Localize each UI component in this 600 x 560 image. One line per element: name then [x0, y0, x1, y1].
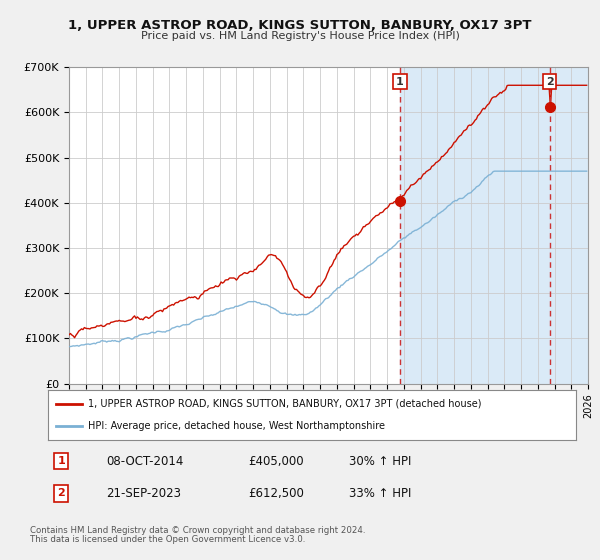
Text: 21-SEP-2023: 21-SEP-2023 — [106, 487, 181, 500]
Text: 1: 1 — [396, 77, 404, 87]
Text: Price paid vs. HM Land Registry's House Price Index (HPI): Price paid vs. HM Land Registry's House … — [140, 31, 460, 41]
Text: 1, UPPER ASTROP ROAD, KINGS SUTTON, BANBURY, OX17 3PT: 1, UPPER ASTROP ROAD, KINGS SUTTON, BANB… — [68, 18, 532, 32]
Bar — [550, 67, 588, 384]
Text: Contains HM Land Registry data © Crown copyright and database right 2024.: Contains HM Land Registry data © Crown c… — [30, 526, 365, 535]
Text: £612,500: £612,500 — [248, 487, 305, 500]
Text: 30% ↑ HPI: 30% ↑ HPI — [349, 455, 412, 468]
Text: £405,000: £405,000 — [248, 455, 304, 468]
Text: 1, UPPER ASTROP ROAD, KINGS SUTTON, BANBURY, OX17 3PT (detached house): 1, UPPER ASTROP ROAD, KINGS SUTTON, BANB… — [88, 399, 481, 409]
Text: HPI: Average price, detached house, West Northamptonshire: HPI: Average price, detached house, West… — [88, 421, 385, 431]
Text: 08-OCT-2014: 08-OCT-2014 — [106, 455, 184, 468]
Bar — [400, 67, 550, 384]
Text: 1: 1 — [58, 456, 65, 466]
Text: 33% ↑ HPI: 33% ↑ HPI — [349, 487, 412, 500]
Text: 2: 2 — [546, 77, 554, 87]
Bar — [550, 67, 588, 384]
Text: 2: 2 — [58, 488, 65, 498]
Bar — [550, 67, 588, 384]
Text: This data is licensed under the Open Government Licence v3.0.: This data is licensed under the Open Gov… — [30, 535, 305, 544]
